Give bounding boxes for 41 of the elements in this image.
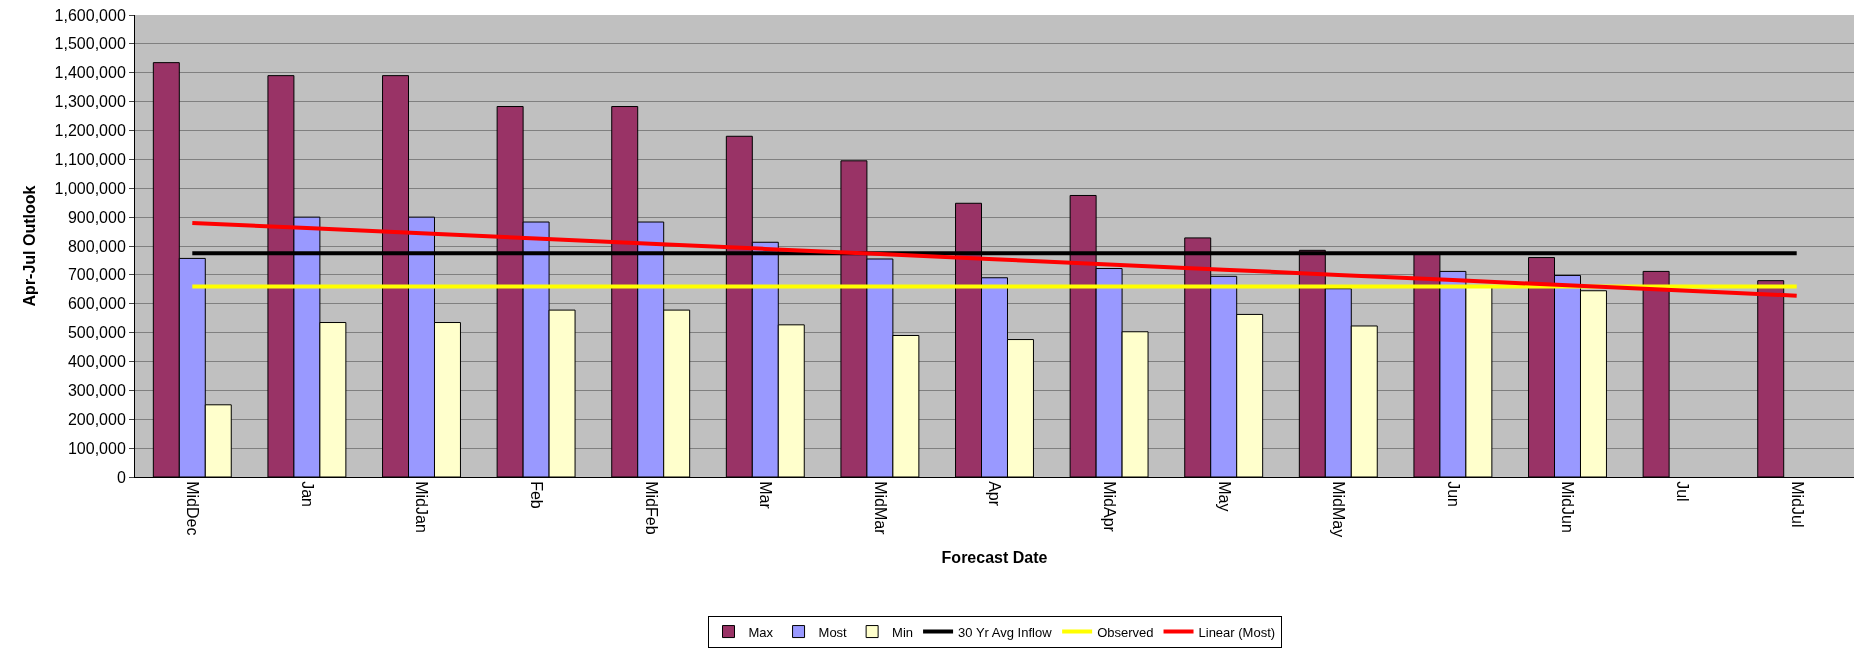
line-series: [190, 220, 1799, 298]
x-tick-label: Jul: [1673, 481, 1691, 502]
y-tick-label: 1,100,000: [54, 150, 126, 168]
x-tick-label: Jan: [298, 481, 316, 507]
legend-label: 30 Yr Avg Inflow: [958, 624, 1053, 640]
x-tick-label: MidJul: [1788, 481, 1806, 528]
y-tick-label: 1,600,000: [54, 6, 126, 24]
x-tick-label: MidJun: [1559, 481, 1577, 533]
y-tick-label: 200,000: [67, 410, 126, 428]
y-tick-label: 800,000: [67, 237, 126, 255]
y-tick-label: 1,500,000: [54, 35, 126, 53]
y-tick-label: 1,200,000: [54, 122, 126, 140]
y-tick-label: 700,000: [67, 266, 126, 284]
legend-label: Most: [818, 624, 848, 640]
legend-label: Linear (Most): [1198, 624, 1276, 640]
x-tick-label: Mar: [757, 481, 775, 510]
x-tick-label: May: [1215, 481, 1233, 512]
x-tick-label: MidMay: [1330, 481, 1348, 538]
legend-label: Min: [892, 624, 914, 640]
y-axis-title: Apr-Jul Outlook: [20, 185, 38, 307]
x-tick-label: MidMar: [871, 481, 889, 536]
legend-label: Observed: [1097, 624, 1154, 640]
y-tick-label: 600,000: [67, 295, 126, 313]
y-tick-label: 0: [116, 468, 126, 486]
x-tick-label: MidFeb: [642, 481, 660, 535]
x-tick-label: Jun: [1444, 481, 1462, 507]
x-tick-label: Feb: [527, 481, 545, 509]
x-tick-label: Apr: [986, 481, 1004, 507]
y-tick-label: 300,000: [67, 381, 126, 399]
y-tick-label: 1,400,000: [54, 64, 126, 82]
y-tick-label: 1,300,000: [54, 93, 126, 111]
y-tick-label: 1,000,000: [54, 179, 126, 197]
y-tick-label: 500,000: [67, 324, 126, 342]
x-tick-label: MidDec: [184, 481, 202, 536]
y-tick-label: 900,000: [67, 208, 126, 226]
x-axis-title: Forecast Date: [941, 548, 1048, 566]
legend-label: Max: [748, 624, 774, 640]
x-tick-label: MidApr: [1100, 481, 1118, 533]
y-tick-label: 400,000: [67, 353, 126, 371]
y-tick-label: 100,000: [67, 439, 126, 457]
x-tick-label: MidJan: [413, 481, 431, 533]
